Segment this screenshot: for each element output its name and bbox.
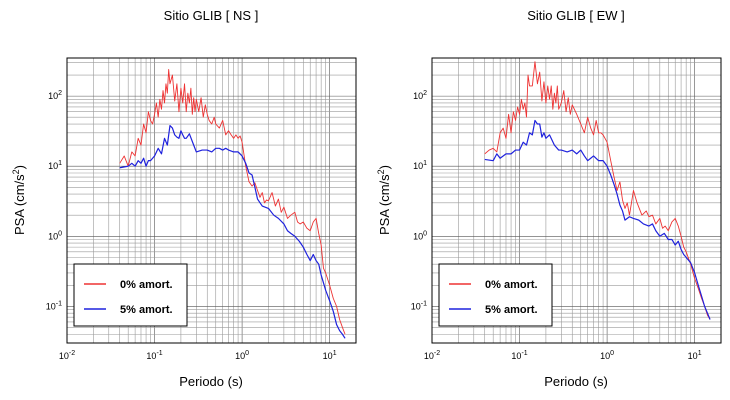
chart-panel-ns: Sitio GLIB [ NS ] 10-2 10-1 100 10110-11001… xyxy=(11,8,357,389)
y-axis-label: PSA (cm/s2) xyxy=(11,165,27,235)
y-tick-label: 101 xyxy=(48,160,62,171)
x-tick-label: 10-1 xyxy=(146,350,162,361)
series-line-amort-5 xyxy=(484,119,711,320)
chart-title: Sitio GLIB [ NS ] xyxy=(164,8,259,23)
y-tick-label: 101 xyxy=(413,160,427,171)
x-tick-label: 10-2 xyxy=(424,350,440,361)
legend: 0% amort. 5% amort. xyxy=(73,263,188,327)
chart-panel-ew: Sitio GLIB [ EW ] 10-2 10-1 100 10110-11001… xyxy=(376,8,722,389)
grid xyxy=(66,58,357,344)
series-line-amort-5 xyxy=(119,124,346,339)
y-axis-label: PSA (cm/s2) xyxy=(376,165,392,235)
series-line-amort-0 xyxy=(119,69,346,335)
x-tick-label: 101 xyxy=(323,350,337,361)
tick-labels: 10-2 10-1 100 101 10-1 100 101 102 xyxy=(46,90,337,361)
x-tick-label: 101 xyxy=(688,350,702,361)
series-group xyxy=(484,61,711,320)
chart-title: Sitio GLIB [ EW ] xyxy=(527,8,625,23)
x-axis-label: Periodo (s) xyxy=(544,374,608,389)
x-tick-label: 10-2 xyxy=(59,350,75,361)
legend-label: 5% amort. xyxy=(120,304,173,316)
y-tick-label: 100 xyxy=(413,230,427,241)
y-tick-label: 10-1 xyxy=(46,300,62,311)
plot-frame xyxy=(431,57,722,344)
y-tick-label: 102 xyxy=(413,90,427,101)
y-tick-label: 10-1 xyxy=(411,300,427,311)
x-axis-label: Periodo (s) xyxy=(179,374,243,389)
legend-label: 0% amort. xyxy=(120,279,173,291)
legend-box xyxy=(438,263,553,327)
plot-frame xyxy=(66,57,357,344)
y-tick-label: 102 xyxy=(48,90,62,101)
legend-label: 0% amort. xyxy=(485,279,538,291)
tick-labels: 10-2 10-1 100 101 10-1 100 101 102 xyxy=(411,90,702,361)
series-line-amort-0 xyxy=(484,61,711,320)
series-group xyxy=(119,69,346,339)
y-tick-label: 100 xyxy=(48,230,62,241)
x-tick-label: 100 xyxy=(600,350,614,361)
legend: 0% amort. 5% amort. xyxy=(438,263,553,327)
x-tick-label: 100 xyxy=(235,350,249,361)
x-tick-label: 10-1 xyxy=(511,350,527,361)
legend-box xyxy=(73,263,188,327)
legend-label: 5% amort. xyxy=(485,304,538,316)
